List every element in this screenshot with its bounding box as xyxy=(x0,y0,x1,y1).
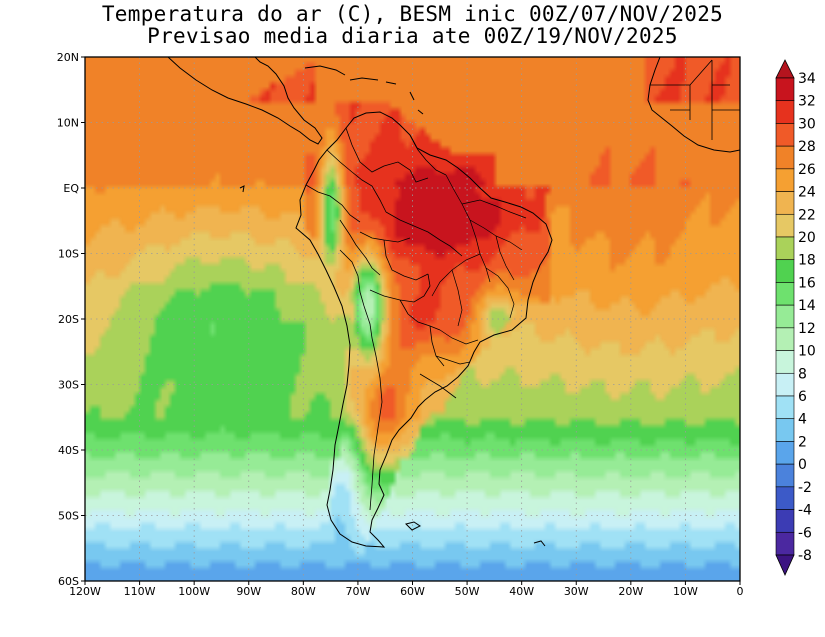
colorbar-label: -8 xyxy=(798,548,812,564)
lat-tick-label: 10S xyxy=(58,248,79,261)
colorbar-swatch xyxy=(775,486,795,510)
colorbar-label: 28 xyxy=(798,139,816,155)
colorbar-label: 0 xyxy=(798,457,807,473)
colorbar-swatch xyxy=(775,372,795,397)
colorbar-swatch xyxy=(775,259,795,283)
colorbar-swatch xyxy=(775,509,795,533)
colorbar-label: 6 xyxy=(798,389,807,405)
colorbar-swatch xyxy=(775,531,795,556)
longitude-axis: 120W 110W 100W 90W 80W 70W 60W 50W 40W 30W 20W 10W 0 xyxy=(69,581,744,598)
lon-tick-label: 100W xyxy=(178,585,210,598)
lat-tick-label: 50S xyxy=(58,510,79,523)
colorbar-label: 10 xyxy=(798,344,816,360)
colorbar-label: -6 xyxy=(798,525,812,541)
colorbar-swatch xyxy=(775,327,795,351)
lat-tick-label: 40S xyxy=(58,444,79,457)
colorbar-swatch xyxy=(775,304,795,329)
lon-tick-label: 90W xyxy=(236,585,261,598)
colorbar-swatch xyxy=(775,350,795,374)
south-america-coastline xyxy=(295,111,553,548)
lon-tick-label: 50W xyxy=(455,585,480,598)
colorbar-swatch xyxy=(775,418,795,442)
colorbar-label: 4 xyxy=(798,412,807,428)
colorbar-swatch xyxy=(775,395,795,420)
galapagos xyxy=(239,185,245,193)
brazil-state-borders xyxy=(431,174,527,365)
map-title-line2: Previsao media diaria ate 00Z/19/NOV/202… xyxy=(147,24,678,48)
country-borders xyxy=(305,127,463,511)
lon-tick-label: 80W xyxy=(291,585,316,598)
africa-borders xyxy=(650,59,740,140)
colorbar-swatch xyxy=(775,145,795,170)
colorbar-label: 12 xyxy=(798,321,816,337)
lat-tick-label: 20S xyxy=(58,313,79,326)
africa-coastline xyxy=(647,57,740,153)
lon-tick-label: 70W xyxy=(345,585,370,598)
lon-tick-label: 0 xyxy=(737,585,744,598)
colorbar-label: 24 xyxy=(798,185,816,201)
colorbar-swatch xyxy=(775,123,795,147)
lon-tick-label: 20W xyxy=(618,585,643,598)
lon-tick-label: 110W xyxy=(124,585,156,598)
colorbar-label: 20 xyxy=(798,230,816,246)
colorbar-label: -4 xyxy=(798,503,812,519)
graticule xyxy=(85,57,740,581)
colorbar-label: 16 xyxy=(798,275,816,291)
lon-tick-label: 40W xyxy=(509,585,534,598)
colorbar-swatch xyxy=(775,191,795,215)
coastlines xyxy=(167,57,740,548)
lat-tick-label: 20N xyxy=(57,51,79,64)
colorbar-label: 14 xyxy=(798,298,816,314)
colorbar-swatch xyxy=(775,77,795,102)
map-title-line1: Temperatura do ar (C), BESM inic 00Z/07/… xyxy=(101,2,724,26)
colorbar-swatch xyxy=(775,282,795,306)
colorbar-label: 34 xyxy=(798,71,816,87)
colorbar-swatch xyxy=(775,168,795,192)
colorbar-swatch xyxy=(775,213,795,238)
colorbar-label: -2 xyxy=(798,480,812,496)
colorbar-label: 8 xyxy=(798,366,807,382)
colorbar-label: 18 xyxy=(798,253,816,269)
colorbar-label: 2 xyxy=(798,434,807,450)
lat-tick-label: 30S xyxy=(58,379,79,392)
central-america-coastline xyxy=(167,57,323,145)
colorbar-top-arrow xyxy=(775,59,795,79)
colorbar-swatch xyxy=(775,463,795,488)
lat-tick-label: 10N xyxy=(57,117,79,130)
lon-tick-label: 10W xyxy=(673,585,698,598)
lon-tick-label: 60W xyxy=(400,585,425,598)
colorbar-label: 30 xyxy=(798,116,816,132)
colorbar-label: 22 xyxy=(798,207,816,223)
lon-tick-label: 120W xyxy=(69,585,101,598)
colorbar-bottom-arrow xyxy=(775,554,795,576)
caribbean-islands xyxy=(304,65,424,115)
colorbar-label: 26 xyxy=(798,162,816,178)
latitude-axis: 20N 10N EQ 10S 20S 30S 40S 50S 60S xyxy=(57,51,85,588)
lon-tick-label: 30W xyxy=(564,585,589,598)
colorbar-swatch xyxy=(775,441,795,465)
colorbar-swatch xyxy=(775,236,795,261)
colorbar-swatch xyxy=(775,100,795,124)
lat-tick-label: 60S xyxy=(58,575,79,588)
colorbar-label: 32 xyxy=(798,94,816,110)
falkland-islands xyxy=(405,521,421,531)
lat-tick-label: EQ xyxy=(63,182,79,195)
south-georgia xyxy=(533,540,546,547)
